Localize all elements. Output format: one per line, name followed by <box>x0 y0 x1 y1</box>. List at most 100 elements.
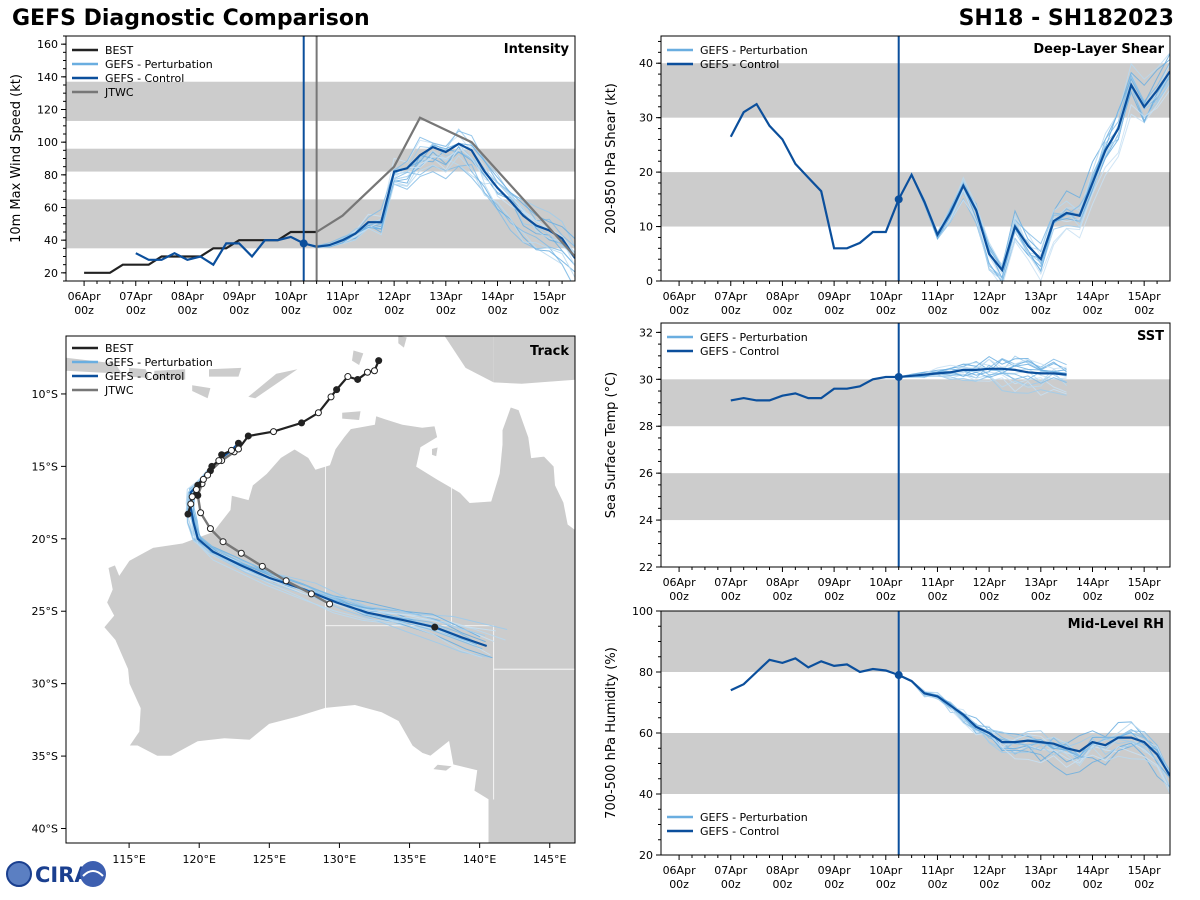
rh-ytick-label: 60 <box>639 727 653 740</box>
shear-xtick-label: 15Apr <box>1128 290 1162 303</box>
track-xtick-label: 140°E <box>463 853 496 866</box>
sst-xtick-sublabel: 00z <box>669 590 689 603</box>
sst-xtick-label: 12Apr <box>973 576 1007 589</box>
panel-rh: 2040608010006Apr00z07Apr00z08Apr00z09Apr… <box>604 605 1171 891</box>
intensity-plot-area <box>66 81 575 281</box>
intensity-xtick-sublabel: 00z <box>384 304 404 317</box>
track-jtwc-point <box>326 600 334 608</box>
intensity-xtick-sublabel: 00z <box>74 304 94 317</box>
track-frame <box>65 335 576 844</box>
sst-band-0 <box>661 473 1170 521</box>
island-3 <box>192 385 211 399</box>
rh-ytick-label: 20 <box>639 849 653 862</box>
track-best-point <box>375 357 383 365</box>
sst-ytick-label: 28 <box>639 420 653 433</box>
intensity-ytick-label: 120 <box>37 104 58 117</box>
shear-xtick-sublabel: 00z <box>1031 304 1051 317</box>
intensity-xtick-label: 13Apr <box>429 290 463 303</box>
intensity-xtick-sublabel: 00z <box>488 304 508 317</box>
rh-perturbation-member <box>898 674 1170 788</box>
cira-logo: CIRA <box>5 858 109 896</box>
intensity-ytick-label: 160 <box>37 38 58 51</box>
track-legend-label: BEST <box>105 342 133 355</box>
island-2 <box>154 369 186 380</box>
sst-xtick-sublabel: 00z <box>721 590 741 603</box>
sst-ytick-label: 32 <box>639 326 653 339</box>
intensity-perturbation-member <box>303 130 575 248</box>
intensity-ytick-label: 80 <box>44 169 58 182</box>
track-ytick-label: 30°S <box>32 678 58 691</box>
shear-ytick-label: 30 <box>639 112 653 125</box>
shear-title: Deep-Layer Shear <box>1033 42 1164 57</box>
sst-xtick-label: 06Apr <box>663 576 697 589</box>
shear-band-1 <box>661 63 1170 118</box>
shear-perturbation-member <box>898 53 1170 280</box>
rh-xtick-label: 08Apr <box>766 864 800 877</box>
rh-title: Mid-Level RH <box>1068 617 1164 632</box>
track-best-point <box>363 368 371 376</box>
track-best-point <box>188 493 196 501</box>
australia-landmass <box>103 406 575 843</box>
intensity-series-gefs-control <box>135 142 575 267</box>
track-best-point <box>314 409 322 417</box>
track-ytick-label: 20°S <box>32 533 58 546</box>
panel-shear: 01020304006Apr00z07Apr00z08Apr00z09Apr00… <box>604 35 1171 317</box>
track-best-point <box>354 375 362 383</box>
track-best-point <box>215 457 223 465</box>
track-xtick-label: 120°E <box>182 853 215 866</box>
shear-frame <box>660 35 1171 282</box>
rh-xtick-sublabel: 00z <box>928 878 948 891</box>
rh-ytick-label: 100 <box>632 605 653 618</box>
shear-xtick-sublabel: 00z <box>669 304 689 317</box>
rh-xtick-sublabel: 00z <box>979 878 999 891</box>
rh-legend-label: GEFS - Perturbation <box>700 811 808 824</box>
sst-ylabel: Sea Surface Temp (°C) <box>604 372 619 519</box>
sst-perturbation-member <box>898 365 1067 378</box>
rh-xtick-sublabel: 00z <box>876 878 896 891</box>
intensity-ytick-label: 100 <box>37 136 58 149</box>
sst-xtick-sublabel: 00z <box>1031 590 1051 603</box>
intensity-xtick-label: 09Apr <box>223 290 257 303</box>
sst-plot-area <box>661 355 1170 521</box>
intensity-ytick-label: 20 <box>44 267 58 280</box>
island-10 <box>342 411 361 420</box>
rh-xtick-sublabel: 00z <box>669 878 689 891</box>
rh-xtick-sublabel: 00z <box>1031 878 1051 891</box>
intensity-perturbation-member <box>303 155 575 278</box>
intensity-xtick-label: 10Apr <box>274 290 308 303</box>
island-12 <box>433 764 452 771</box>
track-best-point <box>327 393 335 401</box>
track-best-point <box>344 373 352 381</box>
shear-xtick-sublabel: 00z <box>824 304 844 317</box>
track-jtwc-point <box>219 538 227 546</box>
shear-xtick-sublabel: 00z <box>1083 304 1103 317</box>
intensity-xtick-sublabel: 00z <box>539 304 559 317</box>
panel-intensity: 2040608010012014016006Apr00z07Apr00z08Ap… <box>9 35 576 317</box>
track-legend-label: GEFS - Perturbation <box>105 356 213 369</box>
intensity-ytick-label: 40 <box>44 234 58 247</box>
track-xtick-label: 135°E <box>393 853 426 866</box>
track-best-point <box>204 471 212 479</box>
track-best-point <box>270 428 278 436</box>
intensity-band-0 <box>66 199 575 249</box>
track-jtwc-point <box>258 562 266 570</box>
intensity-xtick-label: 15Apr <box>533 290 567 303</box>
cira-logo-mark: CIRA <box>6 861 106 887</box>
shear-xtick-label: 10Apr <box>869 290 903 303</box>
track-jtwc-point <box>237 549 245 557</box>
track-title: Track <box>530 344 569 359</box>
track-best-point <box>370 367 378 375</box>
shear-legend-label: GEFS - Control <box>700 58 779 71</box>
sst-legend-label: GEFS - Perturbation <box>700 331 808 344</box>
shear-xtick-label: 11Apr <box>921 290 955 303</box>
figure-title: GEFS Diagnostic Comparison <box>12 6 370 31</box>
track-ytick-label: 40°S <box>32 823 58 836</box>
track-legend-label: GEFS - Control <box>105 370 184 383</box>
storm-id-title: SH18 - SH182023 <box>958 6 1174 31</box>
island-4 <box>209 367 242 377</box>
shear-xtick-label: 08Apr <box>766 290 800 303</box>
intensity-xtick-label: 07Apr <box>119 290 153 303</box>
shear-xtick-label: 13Apr <box>1024 290 1058 303</box>
shear-ytick-label: 10 <box>639 221 653 234</box>
track-best-point <box>218 451 226 459</box>
